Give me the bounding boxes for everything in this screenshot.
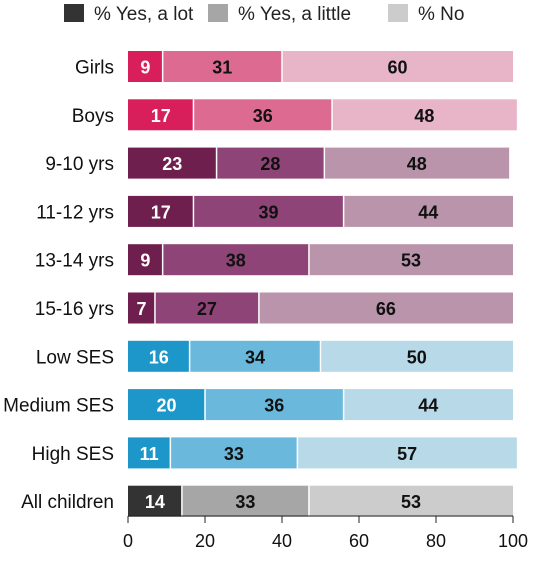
data-label: 33: [224, 444, 244, 464]
bar-segment: [297, 437, 517, 469]
data-label: 53: [401, 492, 421, 512]
data-label: 9: [140, 251, 150, 271]
category-label: Medium SES: [3, 396, 114, 417]
bar-segment: [128, 292, 155, 324]
data-label: 27: [197, 299, 217, 319]
category-label: 15-16 yrs: [35, 299, 114, 320]
bar-segment: [189, 340, 321, 372]
bar-segment: [320, 340, 513, 372]
data-label: 23: [162, 154, 182, 174]
bar-segment: [216, 147, 325, 179]
data-label: 20: [156, 396, 176, 416]
data-label: 33: [235, 492, 255, 512]
data-label: 66: [376, 299, 396, 319]
data-label: 17: [151, 106, 171, 126]
data-label: 16: [149, 347, 169, 367]
legend-label-3: % No: [418, 4, 464, 25]
data-label: 57: [397, 444, 417, 464]
data-label: 36: [253, 106, 273, 126]
x-tick-label: 0: [123, 531, 133, 551]
data-label: 38: [226, 251, 246, 271]
bar-segment: [170, 437, 298, 469]
x-tick-label: 60: [349, 531, 369, 551]
bar-segment: [128, 437, 171, 469]
category-label: All children: [21, 492, 114, 513]
bar-segment: [193, 195, 344, 227]
bar-segment: [181, 485, 309, 517]
data-label: 11: [140, 444, 159, 464]
bar-segment: [308, 244, 513, 276]
legend-swatch-1: [64, 4, 84, 22]
data-label: 14: [145, 492, 165, 512]
data-label: 48: [414, 106, 434, 126]
x-tick-label: 20: [195, 531, 215, 551]
bar-segment: [332, 99, 517, 131]
bar-segment: [343, 195, 513, 227]
data-label: 44: [418, 202, 438, 222]
bar-segment: [128, 99, 194, 131]
legend-label-2: % Yes, a little: [238, 4, 351, 25]
bar-segment: [343, 389, 513, 421]
data-label: 7: [136, 299, 146, 319]
data-label: 44: [418, 396, 438, 416]
data-label: 28: [260, 154, 280, 174]
bar-segment: [128, 389, 205, 421]
bar-segment: [128, 244, 163, 276]
bar-segment: [308, 485, 513, 517]
bar-segment: [162, 244, 309, 276]
legend-swatch-2: [208, 4, 228, 22]
data-label: 17: [151, 202, 171, 222]
category-label: 9-10 yrs: [45, 154, 114, 175]
data-label: 36: [264, 396, 284, 416]
bar-segment: [205, 389, 344, 421]
data-label: 31: [212, 58, 232, 78]
category-label: 13-14 yrs: [35, 251, 114, 272]
data-label: 39: [259, 202, 279, 222]
category-label: Girls: [75, 58, 114, 79]
data-label: 48: [407, 154, 427, 174]
category-label: Boys: [72, 106, 114, 127]
data-label: 9: [140, 58, 150, 78]
legend-swatch-3: [388, 4, 408, 22]
bar-segment: [128, 340, 190, 372]
bar-segment: [193, 99, 333, 131]
bar-segment: [128, 147, 217, 179]
bar-segment: [128, 51, 163, 82]
x-tick-label: 100: [498, 531, 528, 551]
bar-segment: [282, 51, 513, 82]
bar-segment: [128, 195, 194, 227]
category-label: 11-12 yrs: [36, 202, 114, 223]
legend-label-1: % Yes, a lot: [94, 4, 194, 25]
bar-segment: [162, 51, 282, 82]
data-label: 53: [401, 251, 421, 271]
bar-segment: [258, 292, 513, 324]
category-label: High SES: [32, 444, 114, 465]
data-label: 50: [407, 347, 427, 367]
x-tick-label: 80: [426, 531, 446, 551]
data-label: 34: [245, 347, 265, 367]
bar-segment: [154, 292, 259, 324]
category-label: Low SES: [36, 347, 114, 368]
bar-segment: [324, 147, 510, 179]
bar-segment: [128, 485, 182, 517]
data-label: 60: [387, 58, 407, 78]
x-tick-label: 40: [272, 531, 292, 551]
